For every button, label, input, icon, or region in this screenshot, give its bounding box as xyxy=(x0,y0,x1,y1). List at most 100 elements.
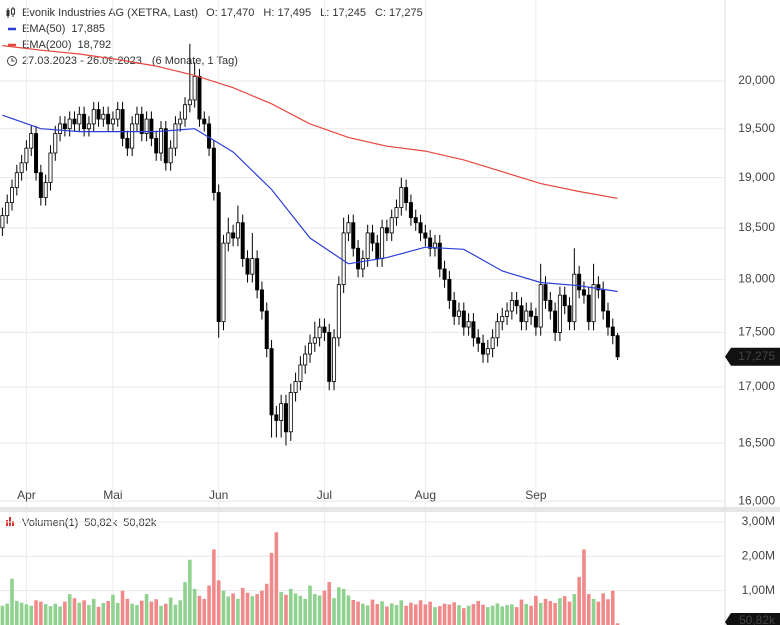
volume-bar xyxy=(461,608,466,625)
legend-value: 18,792 xyxy=(78,39,112,51)
header: Evonik Industries AG (XETRA, Last) EMA(5… xyxy=(6,7,238,529)
volume-bar xyxy=(481,604,485,625)
candle-body xyxy=(312,337,317,344)
volume-bar xyxy=(106,600,110,625)
legend-value: 17,885 xyxy=(71,23,105,35)
volume-bar xyxy=(534,595,538,625)
candle-body xyxy=(19,162,24,174)
volume-bar xyxy=(510,604,514,625)
candle-body xyxy=(596,284,601,291)
volume-bar xyxy=(72,598,77,625)
legend-label: EMA(200) xyxy=(22,39,72,51)
candle-body xyxy=(125,137,130,149)
volume-bar xyxy=(19,602,24,625)
candle-body xyxy=(264,310,269,350)
volume-bar xyxy=(601,593,605,625)
candle-body xyxy=(476,337,481,344)
volume-bar xyxy=(183,582,187,625)
x-tick-label: Jul xyxy=(317,488,332,502)
candle-body xyxy=(298,364,303,382)
x-tick-label: Sep xyxy=(525,488,547,502)
candle-body xyxy=(134,113,139,125)
x-tick-label: Jun xyxy=(209,488,228,502)
volume-bar xyxy=(24,604,29,625)
last-price-box xyxy=(725,347,780,366)
volume-bar xyxy=(437,606,442,625)
candle-body xyxy=(303,353,308,366)
volume-bar xyxy=(476,600,481,625)
volume-bar xyxy=(144,594,149,625)
volume-bar xyxy=(159,605,163,625)
volume-bar xyxy=(452,602,456,625)
candle-body xyxy=(231,232,236,239)
candle-body xyxy=(586,294,591,323)
volume-bar xyxy=(96,606,101,625)
y-tick-label: 20,000 xyxy=(738,73,775,87)
candle-body xyxy=(279,403,284,421)
volume-bar xyxy=(553,603,557,625)
candle-body xyxy=(207,123,212,149)
volume-bar xyxy=(505,605,509,625)
candle-body xyxy=(235,222,240,239)
volume-bar xyxy=(423,604,428,625)
volume-bar xyxy=(63,601,67,625)
candle-body xyxy=(404,187,409,203)
volume-bar xyxy=(284,594,288,625)
candle-body xyxy=(259,289,264,312)
volume-bar xyxy=(346,595,351,625)
y-tick-label: 17,000 xyxy=(738,379,775,393)
volume-bar xyxy=(91,598,96,625)
volume-bar xyxy=(269,552,274,625)
ema-line xyxy=(2,114,618,293)
volume-bar xyxy=(389,603,394,625)
y-tick-label: 18,000 xyxy=(738,272,775,286)
volume-bar xyxy=(428,601,432,625)
volume-bar xyxy=(337,587,341,625)
candle-body xyxy=(29,133,34,149)
volume-bar xyxy=(67,594,72,625)
candle-body xyxy=(34,133,39,174)
candle-body xyxy=(5,202,10,217)
candle-body xyxy=(509,300,514,312)
candle-body xyxy=(226,232,231,244)
volume-bar xyxy=(226,596,231,625)
candle-body xyxy=(110,118,115,125)
volume-bar xyxy=(562,596,567,625)
y-tick-label: 16,500 xyxy=(738,435,775,449)
candle-body xyxy=(58,123,63,134)
volume-bar xyxy=(332,598,336,625)
volume-bar xyxy=(260,590,264,625)
candle-body xyxy=(173,123,178,149)
candle-body xyxy=(601,289,606,312)
volume-bar xyxy=(149,601,154,625)
volume-bar xyxy=(15,600,19,625)
candle-body xyxy=(183,104,188,120)
clock-icon xyxy=(7,56,17,66)
candle-body xyxy=(192,75,197,101)
volume-bar xyxy=(43,604,48,625)
volume-bar xyxy=(341,588,346,625)
candle-body xyxy=(346,222,351,234)
candle-body xyxy=(86,123,91,130)
candle-body xyxy=(581,289,586,296)
candle-body xyxy=(130,123,135,149)
volume-bar xyxy=(130,603,134,625)
volume-bar xyxy=(558,598,562,625)
candle-body xyxy=(77,113,82,125)
volume-bar xyxy=(519,599,524,625)
candle-body xyxy=(10,187,15,203)
x-tick-label: Aug xyxy=(415,488,436,502)
ema-line xyxy=(2,45,618,199)
volume-bar xyxy=(361,603,365,625)
volume-bar xyxy=(82,600,86,625)
candle-body xyxy=(307,342,312,355)
candle-body xyxy=(322,326,327,333)
candle-body xyxy=(533,315,538,328)
volume-bar xyxy=(380,601,384,625)
volume-bar xyxy=(409,602,413,625)
y-tick-label: 19,000 xyxy=(738,170,775,184)
volume-bar xyxy=(543,598,548,625)
volume-bar xyxy=(495,603,500,625)
candle-body xyxy=(250,258,255,275)
volume-bar xyxy=(125,598,130,625)
